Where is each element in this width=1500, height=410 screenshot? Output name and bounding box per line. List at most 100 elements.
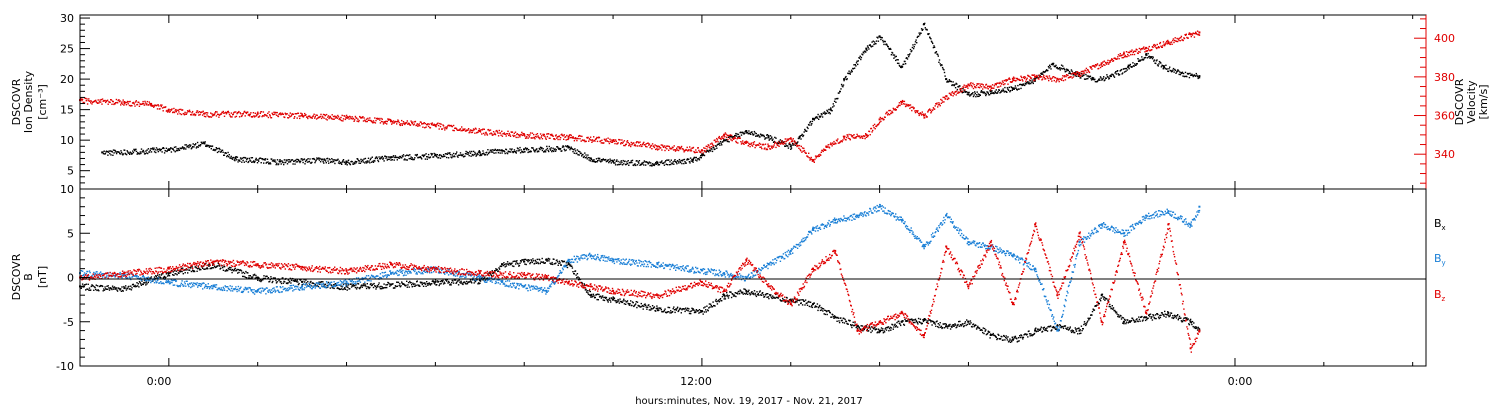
bx-dot xyxy=(469,281,471,283)
velocity-dot xyxy=(579,138,581,140)
ion-density-dot xyxy=(1099,76,1102,78)
bx-dot xyxy=(678,308,681,310)
bx-dot xyxy=(188,269,191,271)
velocity-dot xyxy=(453,129,455,132)
bx-dot xyxy=(668,306,671,309)
ion-density-dot xyxy=(758,134,760,137)
bx-dot xyxy=(695,309,698,311)
velocity-dot xyxy=(980,86,983,88)
ion-density-dot xyxy=(1096,80,1098,83)
ion-density-dot xyxy=(228,154,230,156)
velocity-dot xyxy=(814,158,816,161)
ion-density-dot xyxy=(1025,83,1027,85)
ion-density-dot xyxy=(292,163,294,165)
bx-dot xyxy=(640,302,642,305)
velocity-dot xyxy=(1122,56,1125,59)
ion-density-dot xyxy=(826,109,828,112)
ion-density-dot xyxy=(566,146,568,148)
bx-dot xyxy=(120,288,122,290)
bx-dot xyxy=(379,288,382,290)
velocity-dot xyxy=(407,123,409,125)
bx-dot xyxy=(198,267,200,269)
ion-density-dot xyxy=(837,97,839,100)
velocity-dot xyxy=(528,136,530,138)
ion-density-dot xyxy=(1004,86,1006,89)
ion-density-dot xyxy=(282,161,284,164)
velocity-dot xyxy=(99,99,101,101)
ion-density-dot xyxy=(904,63,907,65)
ion-density-dot xyxy=(1080,77,1082,79)
ion-density-dot xyxy=(570,146,572,148)
bx-dot xyxy=(249,275,251,277)
bx-dot xyxy=(432,281,435,283)
bx-dot xyxy=(437,280,440,283)
ion-density-point xyxy=(478,151,481,154)
bx-dot xyxy=(217,262,219,264)
velocity-dot xyxy=(769,148,772,150)
bx-dot xyxy=(527,260,529,263)
ion-density-dot xyxy=(969,95,971,97)
bx-dot xyxy=(97,289,99,291)
velocity-dot xyxy=(1082,70,1084,72)
velocity-dot xyxy=(191,112,193,114)
bx-dot xyxy=(552,263,554,266)
ion-density-dot xyxy=(1182,72,1185,75)
velocity-dot xyxy=(437,122,439,124)
ion-density-dot xyxy=(111,151,113,153)
bx-dot xyxy=(511,265,514,267)
bx-dot xyxy=(791,301,793,303)
bx-dot xyxy=(806,302,808,304)
bx-dot xyxy=(406,280,408,282)
ion-density-dot xyxy=(380,157,383,159)
velocity-dot xyxy=(257,111,259,113)
bx-dot xyxy=(88,287,91,289)
ion-density-dot xyxy=(218,147,221,150)
bx-dot xyxy=(724,298,727,300)
ion-density-dot xyxy=(436,154,438,156)
ion-density-dot xyxy=(832,103,834,105)
ion-density-dot xyxy=(645,164,647,166)
velocity-dot xyxy=(209,116,211,118)
bx-dot xyxy=(160,274,163,276)
velocity-dot xyxy=(740,141,742,143)
velocity-dot xyxy=(509,135,512,137)
velocity-dot xyxy=(566,134,568,137)
ion-density-dot xyxy=(382,157,385,159)
velocity-dot xyxy=(515,136,517,139)
velocity-dot xyxy=(1162,44,1164,47)
ion-density-dot xyxy=(581,155,583,157)
velocity-dot xyxy=(372,122,374,124)
velocity-dot xyxy=(811,158,813,161)
velocity-dot xyxy=(549,137,551,139)
velocity-dot xyxy=(689,150,691,152)
ion-density-dot xyxy=(329,161,332,164)
ion-density-dot xyxy=(1149,57,1151,59)
velocity-dot xyxy=(184,111,186,114)
velocity-dot xyxy=(326,119,328,121)
ion-density-dot xyxy=(466,153,468,155)
velocity-dot xyxy=(253,115,255,117)
bx-dot xyxy=(578,277,580,279)
velocity-dot xyxy=(917,110,919,112)
velocity-dot xyxy=(747,145,749,147)
bx-dot xyxy=(173,274,175,276)
bx-dot xyxy=(547,259,549,261)
density-axis-label-line-3: [cm⁻³] xyxy=(36,84,49,120)
ion-density-dot xyxy=(554,150,557,152)
bx-dot xyxy=(86,288,89,290)
bx-dot xyxy=(178,270,181,272)
bx-dot xyxy=(694,310,696,312)
ion-density-dot xyxy=(1141,58,1144,60)
velocity-dot xyxy=(1133,53,1136,56)
bx-dot xyxy=(768,297,770,300)
ion-density-dot xyxy=(937,55,939,57)
bx-dot xyxy=(138,280,141,283)
velocity-dot xyxy=(484,134,486,136)
velocity-dot xyxy=(1185,33,1187,35)
velocity-dot xyxy=(431,122,433,124)
ion-density-dot xyxy=(1047,65,1050,68)
ion-density-point xyxy=(1051,62,1054,65)
velocity-dot xyxy=(503,132,505,134)
velocity-dot xyxy=(386,120,388,123)
